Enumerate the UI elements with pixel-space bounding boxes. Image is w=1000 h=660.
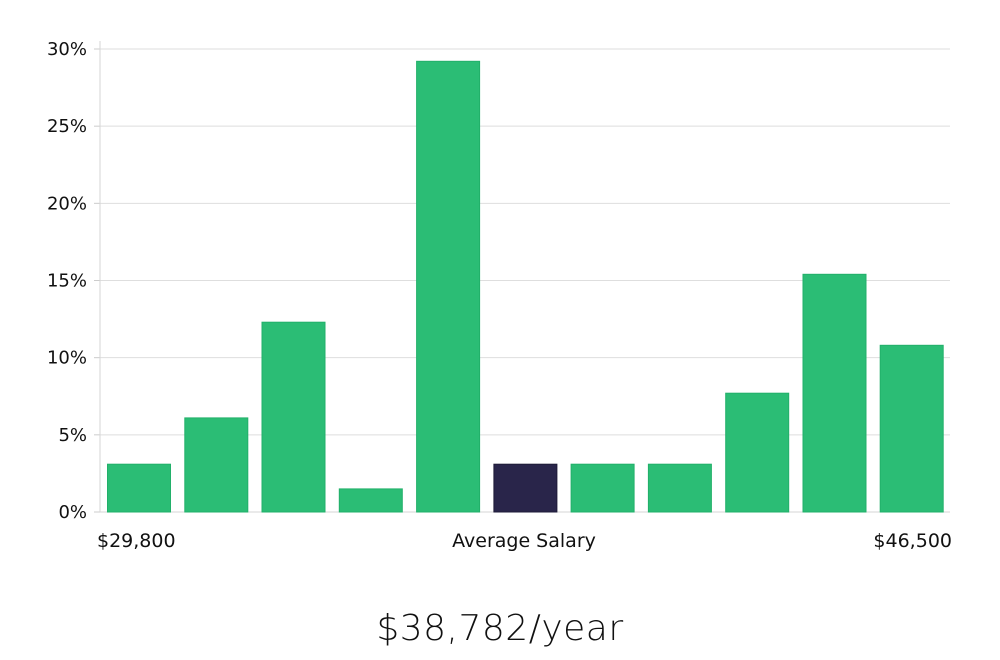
y-tick-labels: 0% 5% 10% 15% 20% 25% 30% <box>47 39 87 523</box>
bar <box>802 273 867 513</box>
bar <box>647 463 712 513</box>
average-salary-value: $38,782/year <box>376 608 624 649</box>
x-center-label: Average Salary <box>452 530 596 552</box>
chart-svg: 0% 5% 10% 15% 20% 25% 30% $29,800 Average Sala… <box>47 39 952 552</box>
bars <box>107 60 944 513</box>
y-tick-label: 20% <box>47 193 87 214</box>
bar <box>261 321 326 513</box>
y-tick-label: 5% <box>58 425 87 446</box>
bar <box>416 60 481 513</box>
bar <box>879 344 944 513</box>
bar <box>184 417 249 513</box>
x-right-label: $46,500 <box>873 530 952 552</box>
x-axis-labels: $29,800 Average Salary $46,500 <box>97 530 952 552</box>
y-tick-label: 25% <box>47 116 87 137</box>
bar <box>107 463 171 513</box>
y-tick-label: 0% <box>58 502 87 523</box>
bar-average-salary <box>493 463 558 513</box>
bar <box>725 392 790 513</box>
x-left-label: $29,800 <box>97 530 176 552</box>
y-tick-label: 30% <box>47 39 87 60</box>
y-tick-label: 10% <box>47 348 87 369</box>
y-tick-label: 15% <box>47 271 87 292</box>
bar <box>570 463 635 513</box>
bar <box>338 488 403 513</box>
